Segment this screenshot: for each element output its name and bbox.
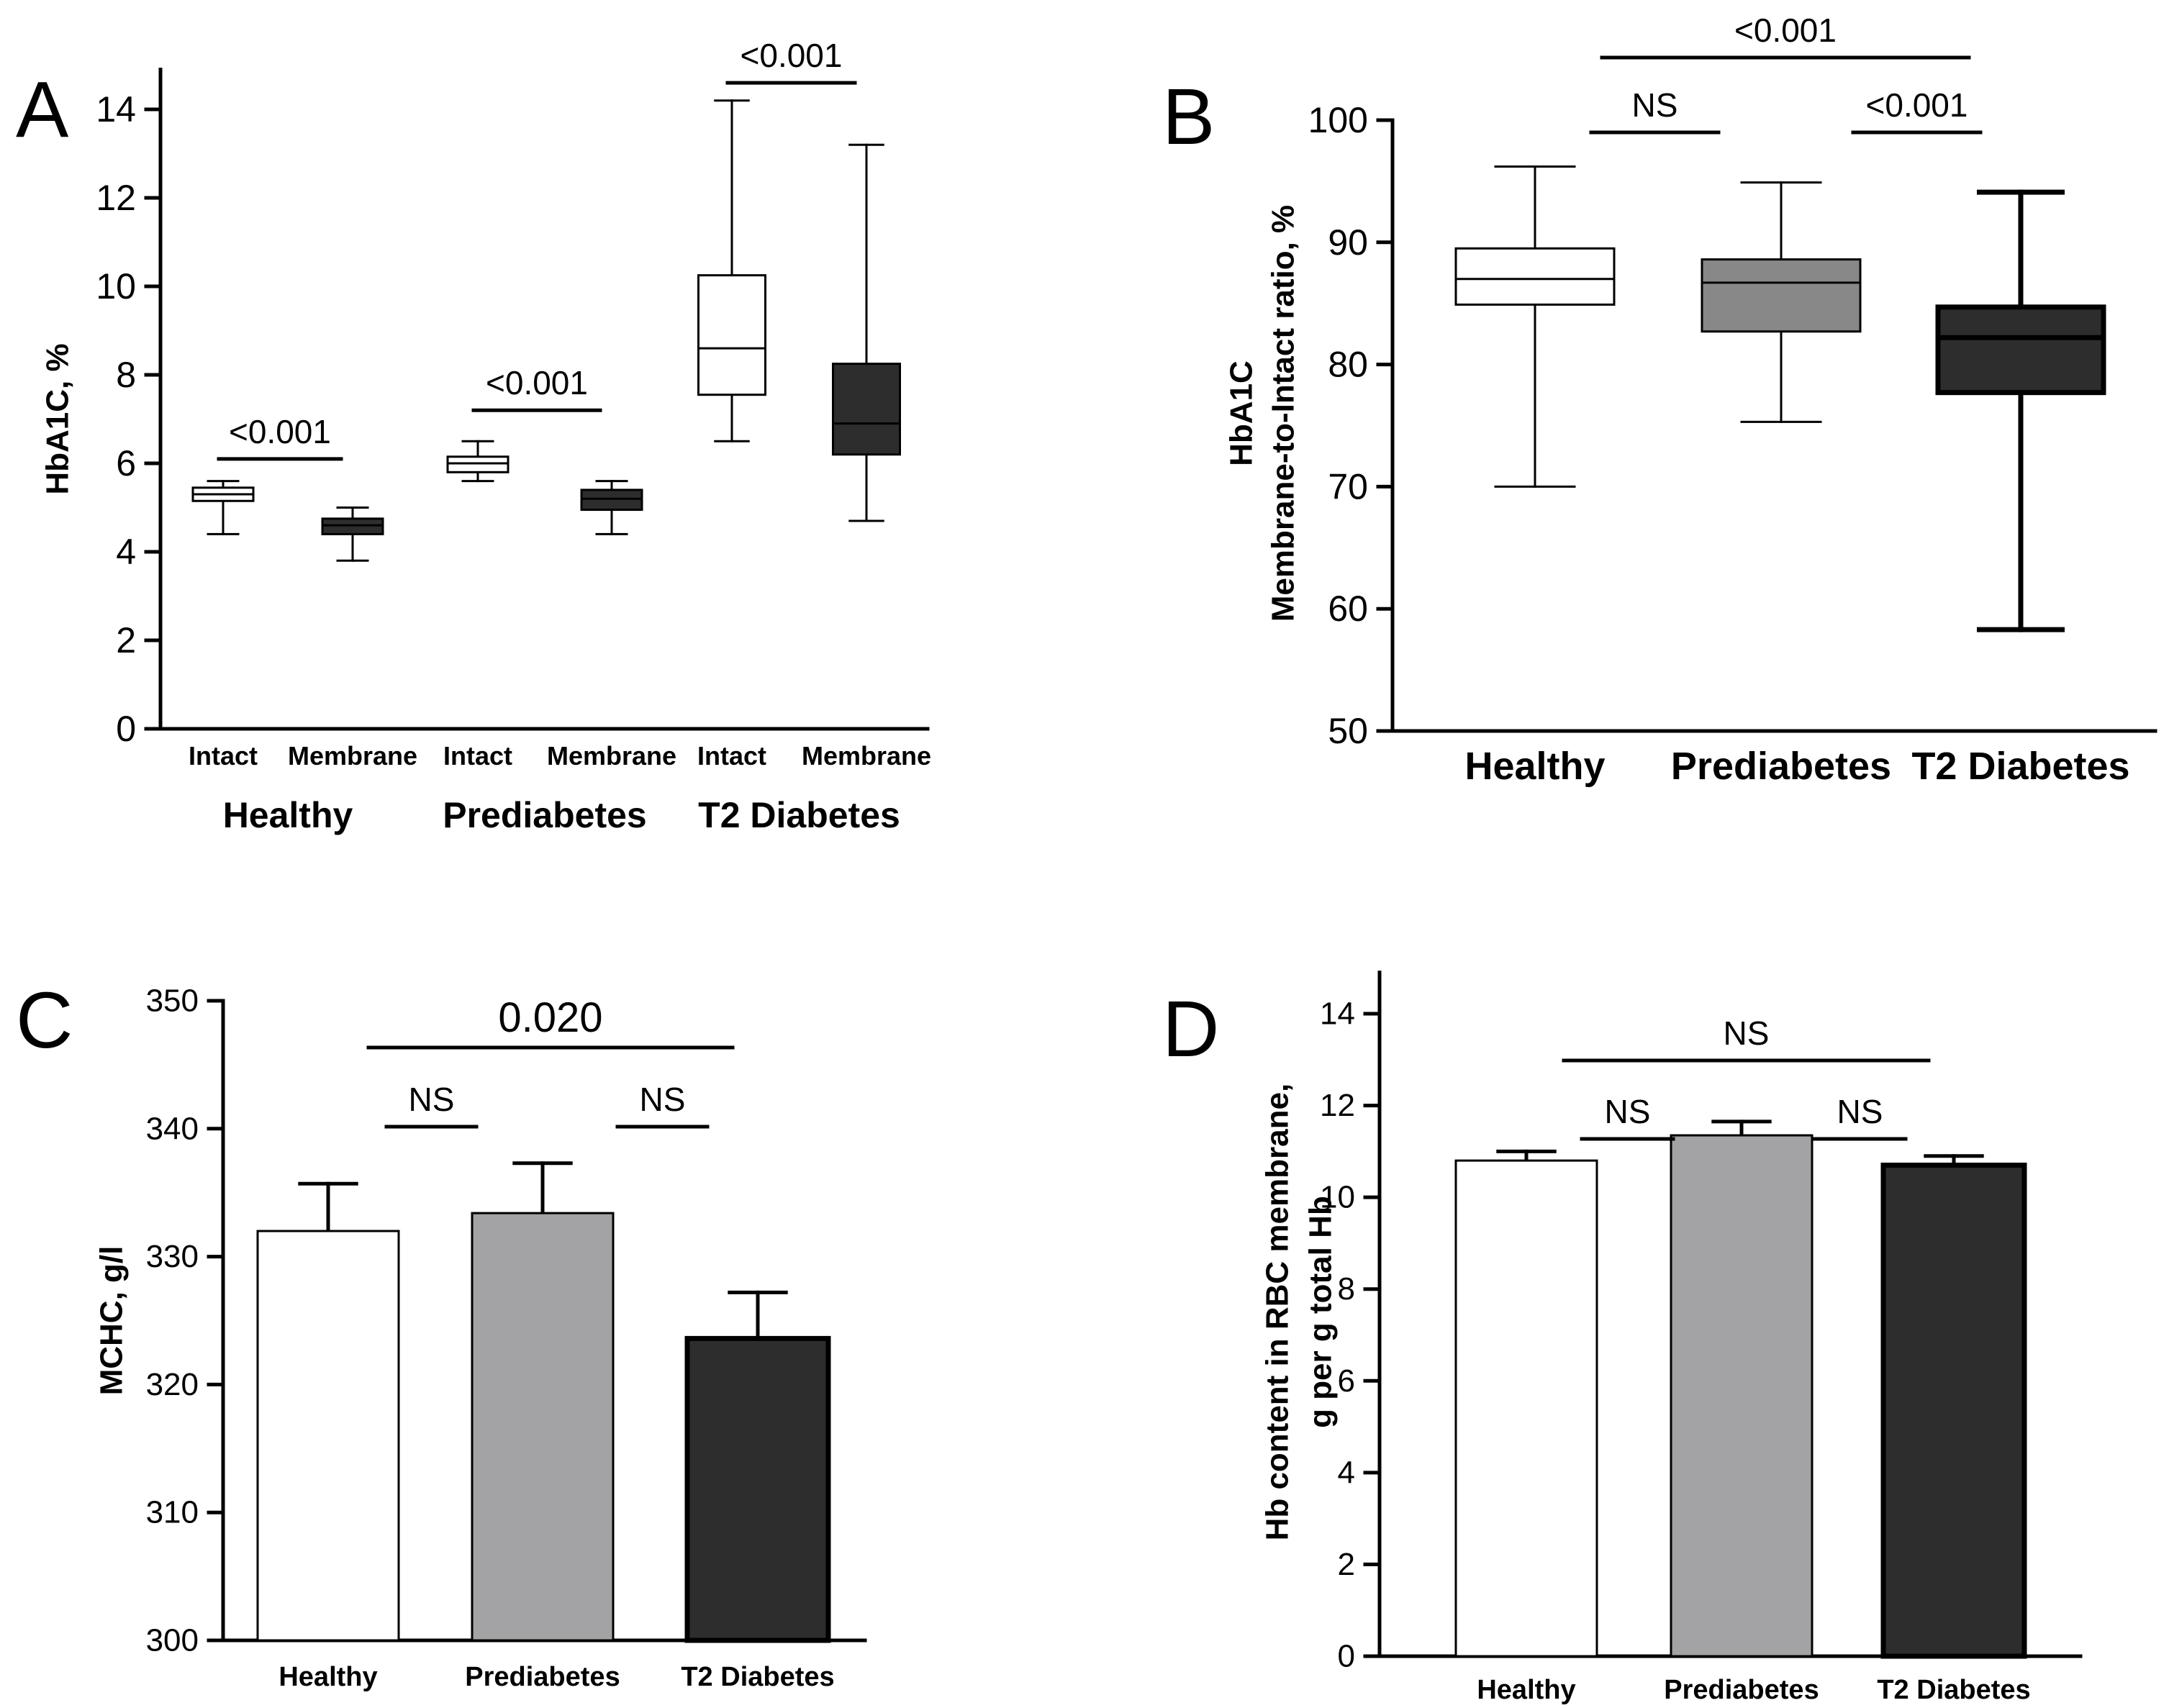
panel-c-0-bar bbox=[256, 1230, 400, 1642]
panel-c-annotation-0-bracket-label: NS bbox=[409, 1081, 455, 1118]
panel-d-0-bar bbox=[1454, 1159, 1598, 1658]
panel-b-y-tick-label: 100 bbox=[1308, 100, 1368, 140]
panel-a-x-sub-label-4: Intact bbox=[697, 741, 766, 771]
panel-b-category-label-2: T2 Diabetes bbox=[1911, 745, 2129, 788]
panel-d-annotation-0-bracket-label: NS bbox=[1605, 1093, 1651, 1130]
panel-a-annotation-0-bracket-label: <0.001 bbox=[229, 413, 331, 450]
panel-letter-d: D bbox=[1162, 985, 1219, 1073]
panel-a-x-sub-label-2: Intact bbox=[443, 741, 512, 771]
panel-d-y-tick-label: 8 bbox=[1338, 1271, 1355, 1307]
panel-a-x-sub-label-3: Membrane bbox=[547, 741, 676, 771]
panel-b-y-tick-label: 60 bbox=[1328, 589, 1368, 629]
panel-a-group-label-1: Prediabetes bbox=[443, 795, 646, 835]
panel-b-y-label-line2: Membrane-to-Intact ratio, % bbox=[1266, 205, 1301, 622]
panel-a-y-tick-label: 0 bbox=[116, 709, 136, 749]
panel-a-y-tick-label: 14 bbox=[96, 89, 136, 130]
panel-c-y-tick-label: 300 bbox=[146, 1623, 199, 1658]
panel-b-y-tick-label: 90 bbox=[1328, 222, 1368, 263]
panel-c-category-label-0: Healthy bbox=[279, 1662, 377, 1692]
panel-b-box-1-box bbox=[1701, 258, 1862, 333]
panel-c-annotation-1-bracket-label: NS bbox=[640, 1081, 686, 1118]
panel-letter-c: C bbox=[16, 976, 73, 1065]
panel-d-y-label-line1: Hb content in RBC membrane, bbox=[1260, 1084, 1295, 1541]
panel-c-category-label-1: Prediabetes bbox=[465, 1662, 620, 1692]
panel-b-category-label-1: Prediabetes bbox=[1671, 745, 1891, 788]
panel-d-y-tick-label: 0 bbox=[1338, 1639, 1355, 1674]
panel-a-box-1-box bbox=[321, 517, 384, 535]
panel-b-y-label-line1: HbA1C bbox=[1224, 360, 1259, 466]
panel-d-annotation-1-bracket-label: NS bbox=[1837, 1093, 1883, 1130]
panel-d-y-tick-label: 6 bbox=[1338, 1363, 1355, 1399]
panel-c-annotation-2-bracket-label: 0.020 bbox=[498, 994, 602, 1041]
panel-b-category-label-0: Healthy bbox=[1464, 745, 1605, 788]
panel-b-box-0-box bbox=[1454, 247, 1616, 306]
panel-c-y-tick-label: 350 bbox=[146, 984, 199, 1019]
panel-b-annotation-0-bracket-label: NS bbox=[1632, 86, 1678, 124]
panel-c-y-label: MCHC, g/l bbox=[94, 1246, 130, 1396]
panel-d-category-label-2: T2 Diabetes bbox=[1877, 1675, 2030, 1705]
panel-a-box-4-box bbox=[697, 274, 766, 396]
panel-d-y-tick-label: 4 bbox=[1338, 1455, 1355, 1490]
panel-b-y-tick-label: 50 bbox=[1328, 711, 1368, 751]
panel-a-y-tick-label: 8 bbox=[116, 355, 136, 395]
panel-a-annotation-2-bracket-label: <0.001 bbox=[741, 37, 843, 74]
panel-c-category-label-2: T2 Diabetes bbox=[681, 1662, 834, 1692]
panel-d-category-label-1: Prediabetes bbox=[1664, 1675, 1819, 1705]
panel-d-y-label-line2: g per g total Hb bbox=[1303, 1196, 1339, 1428]
panel-c-y-tick-label: 340 bbox=[146, 1111, 199, 1146]
panel-letter-b: B bbox=[1162, 73, 1215, 161]
panel-a-x-sub-label-5: Membrane bbox=[802, 741, 931, 771]
panel-b-annotation-2-bracket-label: <0.001 bbox=[1734, 12, 1837, 49]
panel-d-y-tick-label: 10 bbox=[1320, 1180, 1355, 1215]
panel-a-x-sub-label-1: Membrane bbox=[288, 741, 417, 771]
panel-d-2-bar bbox=[1880, 1162, 2027, 1659]
panel-d-1-bar bbox=[1670, 1134, 1813, 1658]
panel-d-y-tick-label: 14 bbox=[1320, 996, 1355, 1032]
panel-d-category-label-0: Healthy bbox=[1477, 1675, 1575, 1705]
panel-a-y-tick-label: 12 bbox=[96, 178, 136, 218]
panel-a-box-3-box bbox=[580, 489, 643, 512]
panel-a-y-tick-label: 2 bbox=[116, 620, 136, 660]
panel-c-2-bar bbox=[684, 1335, 831, 1643]
panel-c-y-tick-label: 310 bbox=[146, 1495, 199, 1530]
panel-c-1-bar bbox=[471, 1212, 615, 1642]
panel-a-annotation-1-bracket-label: <0.001 bbox=[486, 364, 588, 401]
panel-a-y-tick-label: 4 bbox=[116, 532, 136, 572]
panel-a-box-5-box bbox=[832, 363, 901, 456]
panel-b-y-tick-label: 70 bbox=[1328, 466, 1368, 507]
panel-a-box-2-box bbox=[446, 455, 510, 473]
panel-c-y-tick-label: 320 bbox=[146, 1367, 199, 1402]
panel-letter-a: A bbox=[16, 65, 69, 154]
panel-a-y-tick-label: 6 bbox=[116, 443, 136, 483]
panel-d-y-tick-label: 12 bbox=[1320, 1088, 1355, 1123]
panel-c-y-tick-label: 330 bbox=[146, 1239, 199, 1274]
panel-a-x-sub-label-0: Intact bbox=[189, 741, 258, 771]
panel-a-y-label: HbA1C, % bbox=[40, 343, 76, 494]
panel-b-box-2-box bbox=[1935, 304, 2106, 396]
panel-a-group-label-2: T2 Diabetes bbox=[698, 795, 900, 835]
panel-a-group-label-0: Healthy bbox=[223, 795, 353, 835]
panel-b-annotation-1-bracket-label: <0.001 bbox=[1866, 86, 1968, 124]
panel-a-y-tick-label: 10 bbox=[96, 266, 136, 306]
panel-b-y-tick-label: 80 bbox=[1328, 345, 1368, 385]
panel-d-annotation-2-bracket-label: NS bbox=[1724, 1014, 1770, 1052]
panel-d-y-tick-label: 2 bbox=[1338, 1547, 1355, 1582]
